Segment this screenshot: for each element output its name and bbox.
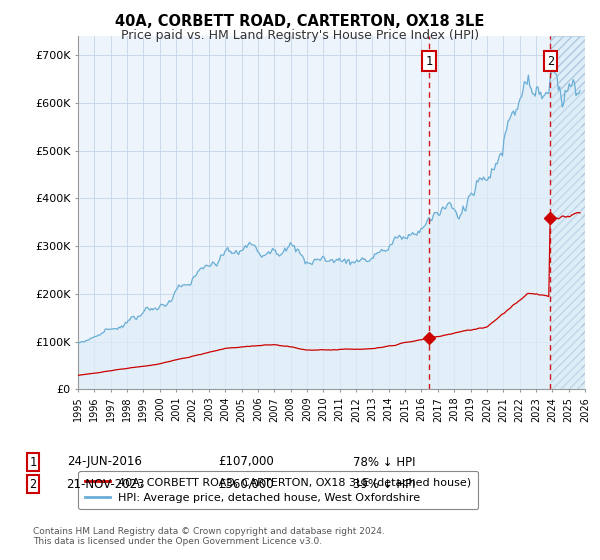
Legend: 40A, CORBETT ROAD, CARTERTON, OX18 3LE (detached house), HPI: Average price, det: 40A, CORBETT ROAD, CARTERTON, OX18 3LE (…	[79, 470, 478, 510]
Text: £107,000: £107,000	[218, 455, 274, 469]
Text: 1: 1	[29, 455, 37, 469]
Text: 2: 2	[29, 478, 37, 491]
Text: 21-NOV-2023: 21-NOV-2023	[66, 478, 144, 491]
Text: 1: 1	[426, 54, 433, 68]
Text: 24-JUN-2016: 24-JUN-2016	[68, 455, 142, 469]
Text: 2: 2	[547, 54, 554, 68]
Bar	[550, 36, 585, 389]
Text: £360,000: £360,000	[218, 478, 274, 491]
Text: Price paid vs. HM Land Registry's House Price Index (HPI): Price paid vs. HM Land Registry's House …	[121, 29, 479, 42]
Text: Contains HM Land Registry data © Crown copyright and database right 2024.
This d: Contains HM Land Registry data © Crown c…	[33, 526, 385, 546]
Text: 39% ↓ HPI: 39% ↓ HPI	[353, 478, 415, 491]
Text: 40A, CORBETT ROAD, CARTERTON, OX18 3LE: 40A, CORBETT ROAD, CARTERTON, OX18 3LE	[115, 14, 485, 29]
Text: 78% ↓ HPI: 78% ↓ HPI	[353, 455, 415, 469]
